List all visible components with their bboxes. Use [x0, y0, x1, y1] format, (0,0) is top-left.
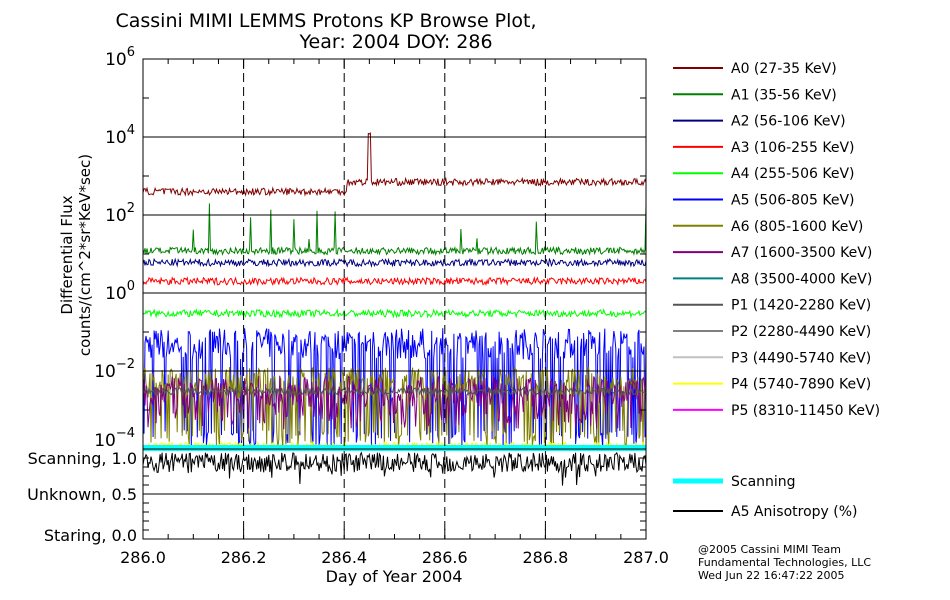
series-line-6: [142, 366, 647, 449]
y-tick-label: 100: [105, 279, 135, 304]
x-tick-label: 286.4: [321, 548, 367, 567]
x-tick-label: 286.8: [522, 548, 568, 567]
x-axis-label: Day of Year 2004: [326, 567, 463, 586]
y-axis-label-1: Differential Flux: [58, 195, 76, 314]
y-tick-label: 10−2: [94, 357, 135, 382]
x-tick-label: 287.0: [623, 548, 669, 567]
y-tick-label: 106: [105, 45, 135, 70]
series-line-4: [142, 308, 647, 319]
credits: @2005 Cassini MIMI Team Fundamental Tech…: [698, 543, 871, 582]
legend-label: A4 (255-506 KeV): [731, 166, 854, 182]
y-tick-label: 102: [105, 201, 135, 226]
x-tick-label: 286.2: [221, 548, 267, 567]
y-axis-label-2: counts/(cm^2*sr*KeV*sec): [76, 154, 94, 356]
legend-label: A5 Anisotropy (%): [731, 504, 858, 520]
legend-label: A2 (56-106 KeV): [731, 114, 846, 130]
series-line-1: [142, 203, 647, 257]
plot-frame: [142, 58, 647, 540]
credit-line: @2005 Cassini MIMI Team: [698, 543, 841, 556]
anisotropy-line: [142, 451, 647, 486]
lower-y-tick-label: Scanning, 1.0: [28, 449, 137, 468]
credit-line: Wed Jun 22 16:47:22 2005: [698, 569, 845, 582]
x-tick-label: 286.6: [422, 548, 468, 567]
lower-y-tick-label: Unknown, 0.5: [27, 485, 137, 504]
legend-label: P1 (1420-2280 KeV): [731, 298, 871, 314]
lower-y-tick-label: Staring, 0.0: [44, 526, 137, 545]
series-line-3: [142, 276, 647, 287]
legend-label: P2 (2280-4490 KeV): [731, 324, 871, 340]
chart-subtitle: Year: 2004 DOY: 286: [298, 31, 492, 53]
series-line-2: [142, 257, 647, 268]
series-line-0: [142, 132, 647, 197]
series-line-9: [142, 386, 647, 397]
legend-label: P4 (5740-7890 KeV): [731, 377, 871, 393]
y-tick-label: 10−4: [94, 426, 135, 451]
legend-label: A5 (506-805 KeV): [731, 193, 854, 209]
legend-label: P5 (8310-11450 KeV): [731, 403, 880, 419]
legend-label: A6 (805-1600 KeV): [731, 219, 863, 235]
y-tick-label: 104: [105, 123, 135, 148]
legend-label: A7 (1600-3500 KeV): [731, 245, 872, 261]
legend-label: A3 (106-255 KeV): [731, 140, 854, 156]
x-tick-label: 286.0: [120, 548, 166, 567]
credit-line: Fundamental Technologies, LLC: [698, 556, 871, 569]
series-line-7: [142, 374, 647, 430]
legend-label: A8 (3500-4000 KeV): [731, 271, 872, 287]
legend-label: A1 (35-56 KeV): [731, 87, 837, 103]
chart-title: Cassini MIMI LEMMS Protons KP Browse Plo…: [115, 10, 536, 32]
legend-label: P3 (4490-5740 KeV): [731, 350, 871, 366]
legend-label: A0 (27-35 KeV): [731, 61, 837, 77]
legend-label: Scanning: [731, 474, 796, 490]
